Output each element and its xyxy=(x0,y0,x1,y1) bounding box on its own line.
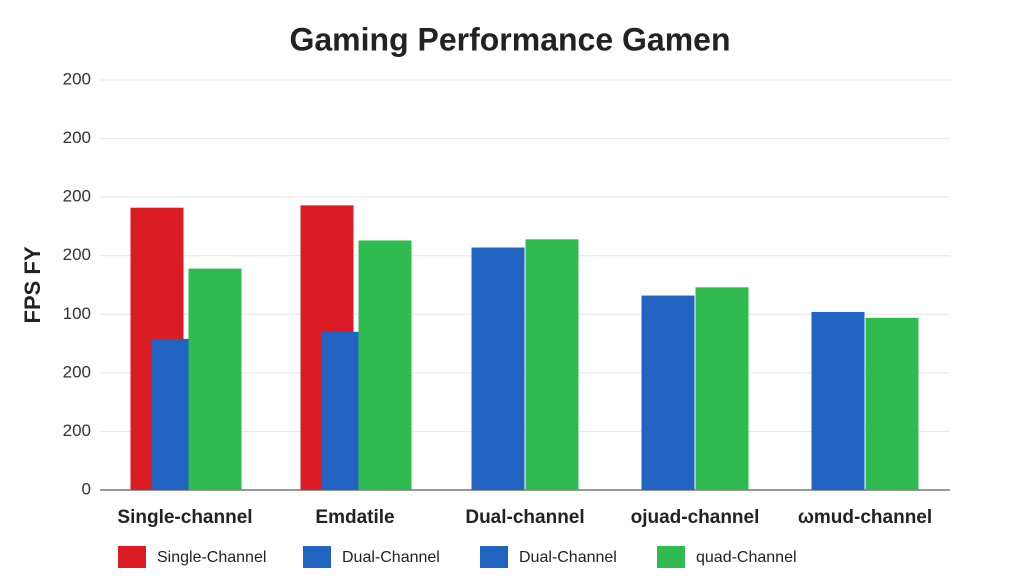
y-tick-label: 200 xyxy=(63,187,91,206)
y-tick-label: 0 xyxy=(82,479,91,498)
legend-swatch xyxy=(480,546,508,568)
legend-label: Dual-Channel xyxy=(342,549,440,566)
x-tick-label: Dual-channel xyxy=(465,507,584,528)
legend-label: Single-Channel xyxy=(157,549,266,566)
legend-label: Dual-Channel xyxy=(519,549,617,566)
bar xyxy=(641,295,695,490)
bar xyxy=(471,247,525,490)
x-tick-label: Emdatile xyxy=(315,507,394,528)
bar xyxy=(358,240,412,490)
y-tick-label: 200 xyxy=(63,128,91,147)
bar xyxy=(695,287,749,490)
legend-label: quad-Channel xyxy=(696,549,797,566)
x-tick-label: ojuad-channel xyxy=(631,507,760,528)
y-axis-label: FPS FY xyxy=(20,246,45,323)
legend-swatch xyxy=(118,546,146,568)
y-tick-label: 200 xyxy=(63,69,91,88)
x-tick-label: Single-channel xyxy=(117,507,252,528)
legend-swatch xyxy=(657,546,685,568)
y-tick-label: 200 xyxy=(63,421,91,440)
y-tick-label: 200 xyxy=(63,245,91,264)
y-tick-label: 100 xyxy=(63,304,91,323)
bar xyxy=(811,311,865,490)
x-tick-label: ωmud-channel xyxy=(798,507,932,528)
bar xyxy=(188,268,242,490)
legend-swatch xyxy=(303,546,331,568)
chart-title: Gaming Performance Gamen xyxy=(289,21,730,57)
bar xyxy=(525,239,579,490)
y-tick-label: 200 xyxy=(63,362,91,381)
bar xyxy=(865,317,919,490)
